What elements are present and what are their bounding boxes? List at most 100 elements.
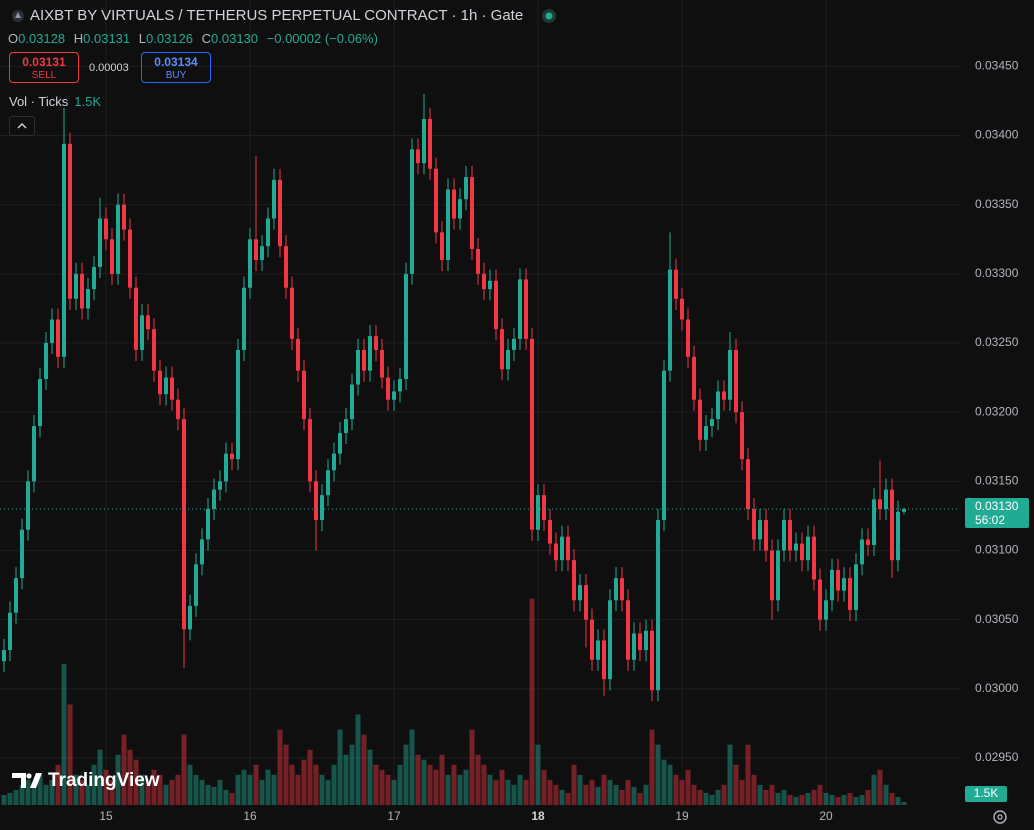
candle-body (782, 520, 786, 551)
candle-body (86, 289, 90, 309)
buy-button[interactable]: 0.03134 BUY (141, 52, 211, 83)
volume-bar (619, 789, 625, 805)
symbol-title[interactable]: AIXBT BY VIRTUALS / TETHERUS PERPETUAL C… (30, 7, 524, 24)
volume-bar (511, 784, 517, 805)
candle-body (176, 399, 180, 420)
volume-bar (79, 779, 85, 805)
candle-body (80, 273, 84, 309)
candle-body (482, 273, 486, 290)
volume-legend-value: 1.5K (74, 94, 101, 109)
volume-bar (853, 796, 859, 805)
candle-body (662, 370, 666, 521)
volume-bar (391, 779, 397, 805)
y-tick-label: 0.03000 (975, 681, 1019, 695)
branding: TradingView (48, 770, 160, 791)
candle-body (92, 266, 96, 290)
candle-body (398, 378, 402, 392)
candle-body (836, 569, 840, 591)
candle-body (470, 177, 474, 249)
ohlc-legend: O0.03128 H0.03131 L0.03126 C0.03130 −0.0… (8, 31, 383, 46)
candle-body (290, 287, 294, 339)
volume-bar (565, 792, 571, 805)
volume-bar (625, 779, 631, 805)
countdown-label: 56:02 (975, 513, 1005, 527)
volume-bar (319, 774, 325, 805)
volume-bar (337, 729, 343, 805)
candle-body (152, 329, 156, 371)
settings-icon[interactable] (993, 810, 1007, 824)
volume-bar (385, 774, 391, 805)
volume-bar (67, 704, 73, 805)
volume-bar (403, 744, 409, 805)
collapse-icon[interactable] (10, 117, 34, 135)
volume-bar (745, 744, 751, 805)
sell-label[interactable]: SELL (31, 70, 57, 81)
volume-bar (589, 779, 595, 805)
volume-bar (313, 764, 319, 805)
volume-bar (727, 744, 733, 805)
collapse-chevron[interactable] (17, 123, 27, 129)
volume-bar (889, 792, 895, 805)
settings-hub[interactable] (997, 814, 1003, 820)
volume-bar (55, 764, 61, 805)
volume-bar (355, 714, 361, 805)
candle-body (506, 349, 510, 370)
volume-bar (151, 769, 157, 805)
candle-body (890, 489, 894, 561)
settings-ring[interactable] (993, 810, 1007, 824)
candle-body (902, 509, 906, 512)
candle-body (350, 384, 354, 420)
candle-body (128, 229, 132, 288)
sell-price[interactable]: 0.03131 (22, 55, 66, 69)
candle-body (188, 605, 192, 630)
candle-body (560, 536, 564, 561)
candle-body (518, 279, 522, 339)
volume-bar (751, 774, 757, 805)
volume-bar (169, 779, 175, 805)
volume-bar (673, 774, 679, 805)
candle-body (272, 179, 276, 219)
volume-bar (421, 759, 427, 805)
price-change: −0.00002 (−0.06%) (266, 31, 378, 46)
last-price-box (965, 498, 1029, 529)
volume-bar (247, 774, 253, 805)
volume-bar (361, 734, 367, 805)
symbol-icon-glyph (15, 12, 21, 18)
collapse-button[interactable] (9, 116, 35, 136)
ohlc-key: O (8, 31, 19, 46)
volume-bar (529, 598, 535, 805)
candle-body (728, 349, 732, 400)
candle-body (326, 470, 330, 496)
volume-bar (37, 774, 43, 805)
sell-button[interactable]: 0.03131 SELL (9, 52, 79, 83)
logo-mark (12, 773, 42, 788)
candle-body (62, 143, 66, 357)
volume-bar (679, 779, 685, 805)
candle-body (608, 600, 612, 680)
logo-dot (26, 773, 32, 779)
candle-body (596, 640, 600, 660)
ohlc-key: L (138, 31, 146, 46)
candle-body (776, 550, 780, 601)
volume-bar (31, 782, 37, 805)
candle-body (428, 118, 432, 169)
volume-bar (235, 774, 241, 805)
candle-body (818, 579, 822, 620)
volume-bar (1, 794, 7, 805)
candle-body (182, 419, 186, 630)
candle-body (74, 273, 78, 299)
buy-price[interactable]: 0.03134 (154, 55, 198, 69)
candle-body (332, 453, 336, 471)
volume-bar (823, 792, 829, 805)
candle-body (8, 612, 12, 651)
candle-body (32, 426, 36, 482)
candle-body (854, 564, 858, 610)
ohlc-value: 0.03126 (146, 31, 193, 46)
volume-bar (199, 779, 205, 805)
y-tick-label: 0.03250 (975, 335, 1019, 349)
candle-body (404, 273, 408, 379)
buy-label[interactable]: BUY (165, 70, 187, 81)
candle-body (236, 349, 240, 460)
